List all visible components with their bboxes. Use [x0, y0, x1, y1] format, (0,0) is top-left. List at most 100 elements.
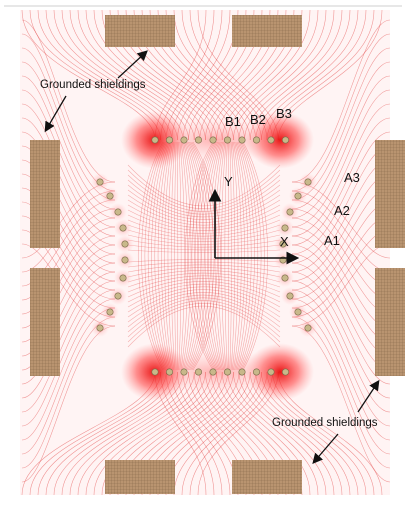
electrode	[114, 208, 122, 216]
field-line	[291, 103, 391, 237]
label-a2: A2	[334, 203, 350, 218]
field-line	[291, 280, 391, 413]
label-a1: A1	[324, 233, 340, 248]
electrode	[267, 368, 275, 376]
electrode-labels: B1 B2 B3 A3 A2 A1	[225, 106, 360, 248]
field-line	[241, 141, 265, 371]
electrode	[253, 136, 261, 144]
field-line	[127, 199, 281, 226]
field-line	[183, 141, 195, 371]
field-line	[127, 300, 281, 338]
field-line	[21, 117, 116, 246]
electrode	[121, 240, 129, 248]
electrode	[279, 240, 287, 248]
electrode	[304, 324, 312, 332]
electrode	[180, 368, 188, 376]
field-line	[194, 141, 217, 371]
electrode	[151, 368, 159, 376]
field-line	[127, 194, 281, 223]
field-line	[21, 289, 116, 427]
electrode	[119, 224, 127, 232]
field-line	[186, 141, 205, 371]
electrode	[253, 368, 261, 376]
field-line	[21, 61, 116, 210]
field-line	[224, 141, 228, 371]
electrode	[281, 368, 289, 376]
electrode	[281, 136, 289, 144]
electrode	[166, 136, 174, 144]
field-line	[127, 292, 281, 323]
field-line	[127, 179, 281, 215]
field-line	[204, 141, 221, 371]
field-line	[127, 305, 281, 348]
field-line	[127, 294, 281, 328]
grounded-shieldings	[30, 15, 405, 494]
field-line	[127, 204, 281, 229]
field-line	[291, 262, 391, 385]
field-line	[127, 259, 281, 263]
field-line	[237, 141, 255, 371]
field-line	[291, 89, 391, 228]
field-line	[231, 141, 239, 371]
field-line	[21, 262, 116, 385]
annotation-top-left: Grounded shieldings	[40, 79, 146, 91]
annotation-arrow-bottom	[312, 433, 339, 464]
field-line	[201, 141, 220, 371]
electrode	[209, 368, 217, 376]
field-line	[127, 239, 281, 248]
field-line	[127, 286, 281, 313]
electrode	[281, 224, 289, 232]
field-line	[191, 141, 216, 371]
electrode	[96, 324, 104, 332]
x-axis-label: X	[280, 234, 289, 249]
field-line	[233, 141, 242, 371]
field-line	[127, 272, 281, 288]
electrode	[267, 136, 275, 144]
electrode	[96, 178, 104, 186]
annotations: Grounded shieldings Grounded shieldings	[40, 50, 380, 464]
field-line	[240, 141, 262, 371]
shielding-left-upper	[30, 140, 60, 248]
field-line	[170, 141, 176, 371]
field-line	[21, 271, 116, 399]
field-line	[221, 141, 227, 371]
field-line	[127, 281, 281, 303]
field-line	[127, 229, 281, 242]
field-line	[242, 141, 269, 371]
label-b1: B1	[225, 114, 241, 129]
field-line	[127, 297, 281, 333]
field-line	[184, 141, 214, 371]
annotation-arrow-top	[117, 50, 148, 79]
field-line	[291, 289, 391, 427]
field-line	[127, 270, 281, 283]
field-line	[127, 283, 281, 308]
field-line	[127, 224, 281, 240]
field-line	[291, 61, 391, 210]
field-line	[127, 264, 281, 273]
field-line	[127, 278, 281, 298]
electrode	[166, 368, 174, 376]
y-axis-label: Y	[224, 174, 233, 189]
field-line	[127, 184, 281, 218]
field-line	[21, 298, 116, 441]
field-line	[184, 141, 198, 371]
label-a3: A3	[344, 170, 360, 185]
electrode	[209, 136, 217, 144]
field-line	[191, 141, 218, 371]
electrode	[151, 136, 159, 144]
electrode	[286, 292, 294, 300]
field-line	[291, 307, 391, 455]
electrode	[121, 256, 129, 264]
charge-glow	[145, 117, 289, 163]
field-line	[291, 298, 391, 441]
field-line	[127, 189, 281, 220]
field-line	[189, 141, 212, 371]
field-line	[127, 249, 281, 253]
electrode	[294, 192, 302, 200]
field-line	[181, 141, 192, 371]
field-line	[127, 261, 281, 268]
field-line	[21, 280, 116, 413]
field-line	[127, 214, 281, 234]
annotation-arrow-right	[357, 379, 380, 413]
